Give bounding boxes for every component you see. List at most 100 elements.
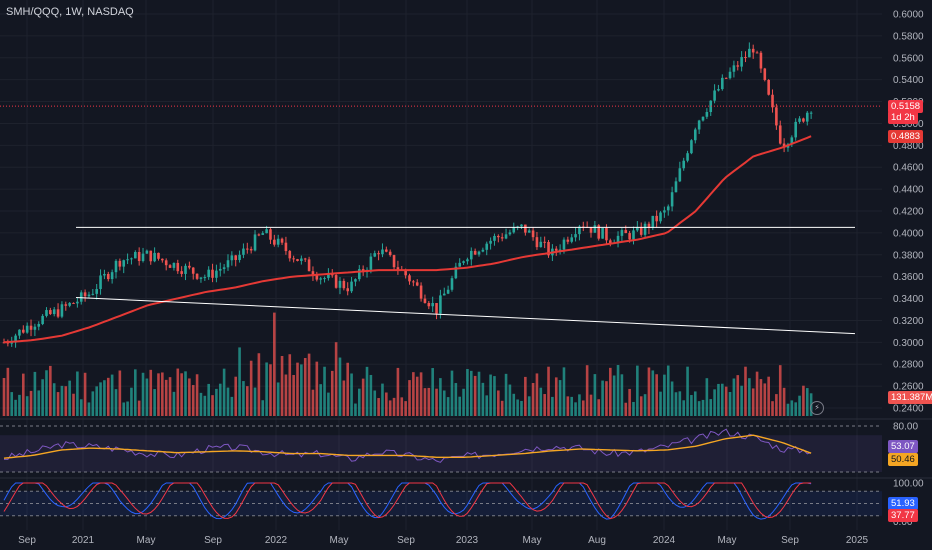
volume-bar <box>87 402 91 416</box>
candle-body <box>76 301 79 304</box>
volume-bar <box>740 385 743 416</box>
volume-bar <box>226 387 230 416</box>
candle-body <box>439 295 442 314</box>
volume-bar <box>168 377 172 416</box>
candle-body <box>609 240 612 244</box>
volume-bar <box>377 398 380 416</box>
volume-bar <box>500 400 504 416</box>
candle-body <box>531 230 535 238</box>
volume-bar <box>234 376 238 416</box>
volume-bar <box>485 395 489 416</box>
candle-body <box>145 250 149 254</box>
volume-bar <box>334 342 338 416</box>
volume-bar <box>570 396 573 416</box>
candle-body <box>497 235 500 238</box>
candle-body <box>72 302 75 304</box>
volume-bar <box>114 389 118 416</box>
candle-body <box>280 238 284 243</box>
candle-body <box>385 249 388 252</box>
candle-body <box>651 215 655 229</box>
candle-body <box>22 329 25 333</box>
candle-body <box>249 248 253 251</box>
volume-bar <box>400 397 404 416</box>
volume-bar <box>6 367 10 416</box>
volume-bar <box>22 373 25 416</box>
candle-body <box>570 237 573 242</box>
candle-body <box>466 259 469 262</box>
volume-bar <box>674 392 678 416</box>
candle-body <box>763 68 767 80</box>
rsi-ma-value-badge: 50.46 <box>888 453 918 466</box>
y-tick-label: 0.4600 <box>893 163 924 174</box>
candle-body <box>342 280 346 289</box>
y-tick-label: 0.4000 <box>893 228 924 239</box>
x-tick-label: Sep <box>781 535 799 546</box>
candle-body <box>296 259 299 261</box>
candle-body <box>628 233 631 240</box>
candle-body <box>500 237 504 239</box>
candle-body <box>110 272 114 280</box>
candle-body <box>207 269 210 278</box>
volume-bar <box>106 377 110 416</box>
lightning-bolt-icon[interactable]: ⚡ <box>810 401 824 415</box>
candle-body <box>126 259 129 261</box>
x-tick-label: 2023 <box>456 535 479 546</box>
volume-bar <box>330 370 334 416</box>
candle-body <box>327 274 330 279</box>
volume-bar <box>307 353 311 416</box>
stoch-tick-label: 100.00 <box>893 479 924 490</box>
volume-bar <box>408 380 411 416</box>
candle-body <box>697 120 701 130</box>
candle-body <box>218 268 222 271</box>
candle-body <box>45 310 48 316</box>
candle-body <box>273 239 276 245</box>
volume-bar <box>473 375 477 416</box>
candle-body <box>670 192 674 207</box>
candle-body <box>242 248 245 255</box>
candle-body <box>713 90 716 101</box>
candle-body <box>300 258 303 261</box>
candle-body <box>759 52 763 69</box>
last-price-badge: 0.5158 <box>888 100 924 113</box>
candle-body <box>450 278 454 290</box>
candle-body <box>404 269 407 276</box>
candle-body <box>172 262 176 268</box>
volume-bar <box>581 400 585 416</box>
volume-bar <box>25 396 29 416</box>
volume-bar <box>493 376 496 416</box>
candle-body <box>350 281 353 292</box>
x-tick-label: 2024 <box>653 535 676 546</box>
candle-body <box>99 275 102 290</box>
candle-body <box>616 235 620 243</box>
x-tick-label: 2021 <box>72 535 95 546</box>
volume-bar <box>794 402 797 416</box>
volume-bar <box>717 383 720 416</box>
ma-value-badge: 0.4883 <box>888 130 924 143</box>
volume-bar <box>191 385 195 416</box>
volume-bar <box>709 399 713 416</box>
candle-body <box>690 140 693 154</box>
y-tick-label: 0.2600 <box>893 382 924 393</box>
volume-bar <box>755 371 759 416</box>
candle-body <box>2 342 6 344</box>
candle-body <box>790 137 794 145</box>
candle-body <box>732 65 736 72</box>
volume-bar <box>744 366 747 416</box>
volume-bar <box>412 372 415 416</box>
y-tick-label: 0.4800 <box>893 141 924 152</box>
volume-bar <box>771 401 774 416</box>
volume-bar <box>369 374 373 416</box>
volume-bar <box>180 373 183 416</box>
candle-body <box>643 223 647 235</box>
y-tick-label: 0.4400 <box>893 185 924 196</box>
candle-body <box>357 269 361 280</box>
candle-body <box>578 226 581 235</box>
volume-bar <box>802 385 805 416</box>
candle-body <box>134 252 137 259</box>
candle-body <box>520 224 523 227</box>
candle-body <box>435 303 438 314</box>
volume-bar <box>296 362 299 416</box>
candle-body <box>153 252 156 262</box>
candle-body <box>199 277 203 279</box>
